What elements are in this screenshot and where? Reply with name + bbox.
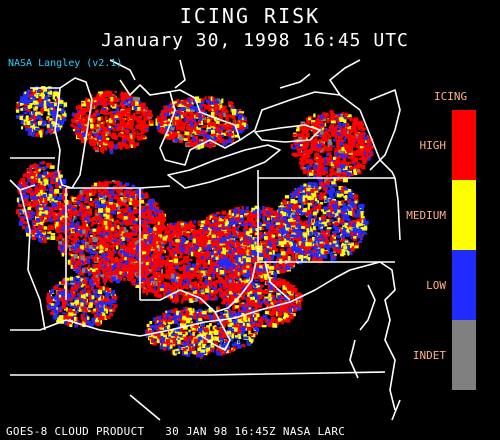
legend-swatch-medium bbox=[452, 180, 476, 250]
legend-title: ICING bbox=[434, 90, 468, 103]
legend-swatch-high bbox=[452, 110, 476, 180]
page-title: ICING RISK bbox=[179, 4, 321, 28]
legend-label-high: HIGH bbox=[419, 139, 447, 152]
source-label: NASA Langley (v2.1) bbox=[8, 58, 123, 69]
footer-caption: GOES-8 CLOUD PRODUCT 30 JAN 98 16:45Z NA… bbox=[6, 425, 346, 438]
legend-label-indet: INDET bbox=[412, 349, 446, 362]
legend-label-low: LOW bbox=[426, 279, 446, 292]
icing-cloud-field bbox=[15, 85, 374, 359]
date-time-subtitle: January 30, 1998 16:45 UTC bbox=[101, 30, 409, 51]
legend-swatch-low bbox=[452, 250, 476, 320]
state-boundaries bbox=[9, 59, 401, 421]
legend-swatch-indet bbox=[452, 320, 476, 390]
legend-label-medium: MEDIUM bbox=[406, 209, 446, 222]
